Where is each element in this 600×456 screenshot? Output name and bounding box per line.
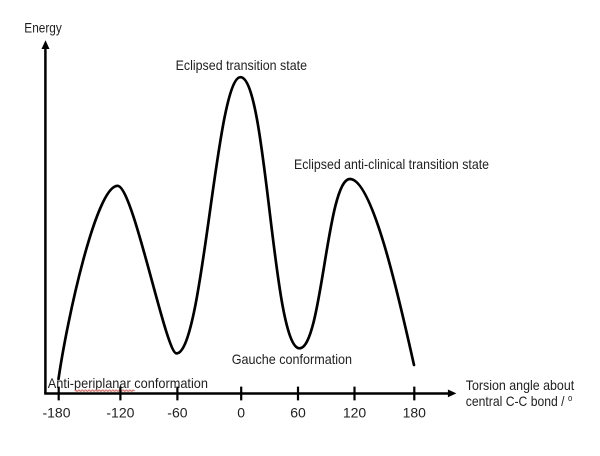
svg-text:-120: -120 <box>106 404 134 420</box>
svg-text:Gauche conformation: Gauche conformation <box>232 351 352 367</box>
svg-text:60: 60 <box>290 404 306 420</box>
svg-text:-180: -180 <box>42 404 70 420</box>
svg-text:-60: -60 <box>167 404 187 420</box>
svg-text:120: 120 <box>343 404 367 420</box>
svg-text:180: 180 <box>403 404 427 420</box>
svg-text:Eclipsed transition state: Eclipsed transition state <box>176 57 308 73</box>
svg-text:Anti-periplanar conformation: Anti-periplanar conformation <box>48 375 208 391</box>
svg-text:Torsion angle about: Torsion angle about <box>466 377 574 393</box>
svg-text:Energy: Energy <box>24 20 62 36</box>
svg-text:central C-C bond / o: central C-C bond / o <box>466 393 573 409</box>
svg-text:0: 0 <box>237 404 245 420</box>
svg-text:Eclipsed anti-clinical transit: Eclipsed anti-clinical transition state <box>294 156 489 172</box>
